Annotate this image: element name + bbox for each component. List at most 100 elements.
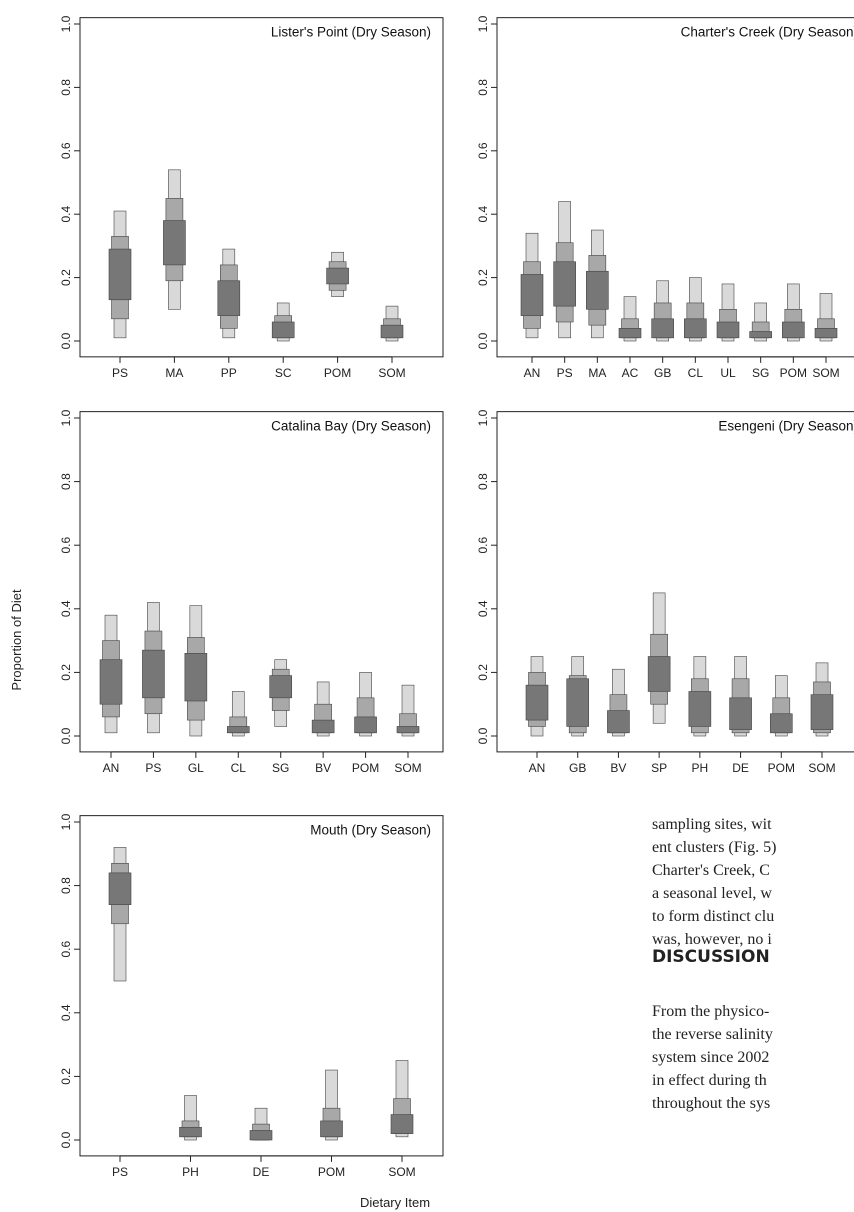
- x-tick-label: SG: [272, 761, 289, 775]
- credible-interval-q50: [782, 321, 805, 339]
- y-tick-label: 0.4: [476, 206, 490, 223]
- y-tick-label: 1.0: [59, 409, 73, 426]
- credible-interval-q50: [320, 1120, 343, 1138]
- x-tick-label: POM: [352, 761, 379, 775]
- credible-interval-q50: [607, 710, 630, 734]
- body-text-line: Charter's Creek, C: [652, 862, 770, 879]
- y-tick-label: 0.2: [59, 664, 73, 681]
- x-tick-label: PH: [182, 1165, 199, 1179]
- credible-interval-q50: [684, 318, 707, 339]
- y-tick-label: 0.4: [59, 600, 73, 617]
- x-tick-label: AN: [103, 761, 120, 775]
- y-tick-label: 0.6: [59, 142, 73, 159]
- credible-interval-q50: [586, 270, 609, 310]
- credible-interval-q50: [311, 719, 335, 734]
- credible-interval-q50: [647, 656, 671, 692]
- credible-interval-q50: [651, 318, 674, 339]
- y-tick-label: 0.4: [59, 206, 73, 223]
- credible-interval-q50: [749, 331, 772, 339]
- y-tick-label: 0.2: [476, 664, 490, 681]
- x-tick-label: PS: [557, 366, 573, 380]
- body-text-line: in effect during th: [652, 1072, 767, 1089]
- credible-interval-q50: [380, 324, 404, 339]
- y-tick-label: 0.0: [476, 332, 490, 349]
- x-tick-label: POM: [768, 761, 795, 775]
- y-tick-label: 0.2: [59, 1068, 73, 1085]
- credible-interval-q50: [184, 653, 208, 702]
- body-text-line: to form distinct clu: [652, 908, 775, 925]
- y-tick-label: 0.8: [59, 877, 73, 894]
- chart-panel: 0.0 0.2 0.4 0.6 0.8 1.0 Lister's Point (Dry Se…: [59, 15, 444, 380]
- credible-interval-q50: [249, 1130, 273, 1141]
- y-tick-label: 0.0: [59, 1131, 73, 1148]
- credible-interval-q50: [271, 321, 295, 339]
- y-tick-label: 0.0: [59, 727, 73, 744]
- x-tick-label: SG: [752, 366, 769, 380]
- chart-panel: 0.0 0.2 0.4 0.6 0.8 1.0 Charter's Creek (Dry S…: [476, 15, 854, 380]
- section-heading: DISCUSSION: [652, 947, 770, 967]
- x-tick-label: PP: [221, 366, 237, 380]
- y-tick-label: 1.0: [59, 813, 73, 830]
- chart-title: Esengeni (Dry Season): [718, 419, 854, 434]
- credible-interval-q50: [269, 675, 293, 699]
- credible-interval-q50: [566, 678, 590, 727]
- credible-interval-q50: [226, 726, 250, 734]
- x-tick-label: GB: [569, 761, 586, 775]
- chart-panel: 0.0 0.2 0.4 0.6 0.8 1.0 Catalina Bay (Dry Seas…: [59, 409, 444, 775]
- credible-interval-q50: [688, 691, 712, 727]
- body-text-line: the reverse salinity: [652, 1026, 773, 1043]
- body-text-line: From the physico-: [652, 1003, 770, 1020]
- y-tick-label: 0.6: [476, 142, 490, 159]
- chart-panel: 0.0 0.2 0.4 0.6 0.8 1.0 Mouth (Dry Season) PS PH…: [59, 813, 444, 1179]
- x-tick-label: GL: [188, 761, 204, 775]
- y-tick-label: 0.0: [59, 332, 73, 349]
- chart-title: Catalina Bay (Dry Season): [271, 419, 431, 434]
- body-text-line: throughout the sys: [652, 1095, 771, 1112]
- y-tick-label: 0.8: [476, 79, 490, 96]
- y-tick-label: 0.6: [59, 941, 73, 958]
- chart-title: Charter's Creek (Dry Season): [681, 25, 854, 40]
- credible-interval-q50: [354, 716, 377, 734]
- plot-frame: [496, 17, 854, 358]
- y-axis-label: Proportion of Diet: [9, 589, 24, 691]
- x-tick-label: SP: [651, 761, 667, 775]
- y-tick-label: 0.4: [476, 600, 490, 617]
- x-tick-label: POM: [318, 1165, 345, 1179]
- credible-interval-q50: [553, 261, 576, 307]
- credible-interval-q50: [618, 328, 642, 339]
- credible-interval-q50: [729, 697, 752, 730]
- x-tick-label: MA: [165, 366, 183, 380]
- y-tick-label: 0.6: [59, 537, 73, 554]
- body-text-line: a seasonal level, w: [652, 885, 772, 902]
- x-tick-label: SOM: [812, 366, 839, 380]
- y-tick-label: 0.0: [476, 727, 490, 744]
- credible-interval-q50: [99, 659, 123, 705]
- x-tick-label: SOM: [378, 366, 405, 380]
- credible-interval-q50: [810, 694, 834, 730]
- x-tick-label: CL: [231, 761, 247, 775]
- x-tick-label: POM: [324, 366, 351, 380]
- body-text-line: ent clusters (Fig. 5): [652, 839, 777, 856]
- body-text-line: was, however, no i: [652, 931, 772, 948]
- y-tick-label: 0.2: [59, 269, 73, 286]
- y-tick-label: 0.2: [476, 269, 490, 286]
- x-tick-label: GB: [654, 366, 671, 380]
- credible-interval-q50: [108, 872, 132, 905]
- credible-interval-q50: [108, 248, 132, 301]
- y-tick-label: 0.8: [476, 473, 490, 490]
- x-tick-label: DE: [732, 761, 749, 775]
- plot-frame: [79, 411, 444, 753]
- body-text-line: system since 2002: [652, 1049, 770, 1066]
- y-tick-label: 1.0: [59, 15, 73, 32]
- x-tick-label: BV: [315, 761, 331, 775]
- y-tick-label: 0.4: [59, 1004, 73, 1021]
- x-tick-label: SC: [275, 366, 292, 380]
- credible-interval-q50: [163, 220, 186, 266]
- y-tick-label: 1.0: [476, 409, 490, 426]
- x-tick-label: AN: [524, 366, 541, 380]
- x-tick-label: DE: [253, 1165, 270, 1179]
- plot-frame: [79, 815, 444, 1157]
- credible-interval-q50: [217, 280, 241, 316]
- body-text-line: sampling sites, wit: [652, 816, 772, 833]
- credible-interval-q50: [716, 321, 740, 339]
